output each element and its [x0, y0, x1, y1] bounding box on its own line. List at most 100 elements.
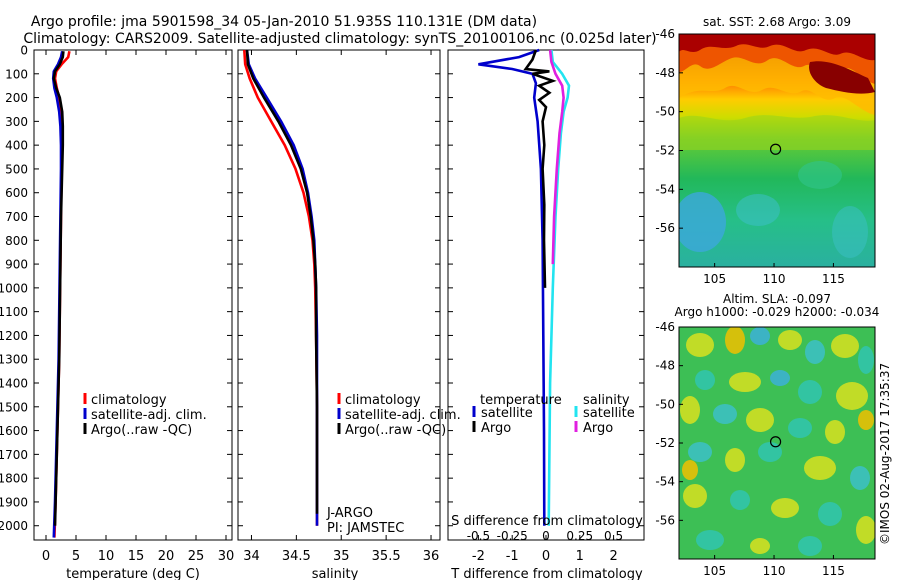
sla-anomaly-patch	[750, 538, 770, 554]
depth-tick-label: 0	[20, 44, 28, 58]
sla-anomaly-patch	[695, 370, 715, 390]
salinity-panel: 34 34.5 35 35.5 36 salinity climatology sate…	[237, 49, 461, 580]
difference-xtick-label: -2	[472, 549, 485, 564]
depth-tick-label: 1800	[0, 472, 28, 486]
sla-map-ytick-label: -56	[655, 513, 675, 527]
sst-map-panel: sat. SST: 2.68 Argo: 3.09 105 110 115 -46 -4…	[655, 15, 876, 286]
sla-anomaly-patch	[788, 418, 812, 438]
difference-top-xtick-label: -0.5	[467, 529, 490, 543]
temperature-legend-argo: Argo(..raw -QC)	[91, 423, 192, 438]
depth-tick-label: 1500	[0, 400, 28, 414]
sst-heatmap	[679, 34, 875, 267]
sla-anomaly-patch	[725, 448, 745, 472]
sst-map-xtick-label: 105	[703, 272, 726, 286]
sla-anomaly-patch	[682, 460, 698, 480]
sla-heatmap	[679, 327, 875, 559]
salinity-xtick-label: 34	[243, 549, 260, 564]
temperature-xtick-label: 20	[158, 549, 175, 564]
sla-anomaly-patch	[858, 346, 874, 374]
sla-map-xtick-label: 110	[763, 564, 786, 578]
sst-map-ytick-label: -50	[655, 105, 675, 119]
sst-cool-patch-3	[832, 206, 868, 258]
sla-anomaly-patch	[683, 484, 707, 508]
depth-tick-label: 1300	[0, 353, 28, 367]
sst-map-ytick-label: -56	[655, 221, 675, 235]
sla-anomaly-patch	[696, 530, 724, 550]
salinity-legend-sat: satellite-adj. clim.	[345, 408, 461, 423]
salinity-xtick-label: 36	[423, 549, 440, 564]
difference-xtick-label: -1	[506, 549, 519, 564]
difference-series-salinity-argo	[548, 49, 565, 265]
sla-field-base	[679, 327, 875, 559]
sla-map-xtick-label: 115	[822, 564, 845, 578]
salinity-series-group	[243, 49, 319, 526]
salinity-axes-frame	[237, 49, 441, 541]
sla-anomaly-patch	[729, 372, 761, 392]
sla-anomaly-patch	[746, 408, 774, 432]
sst-dark-patch	[809, 61, 875, 94]
sla-anomaly-patch	[730, 490, 750, 510]
sst-cool-patch-4	[798, 161, 842, 189]
depth-tick-label: 1700	[0, 448, 28, 462]
difference-series-temperature-argo	[523, 49, 557, 288]
salinity-series-argo-raw-qc-	[245, 49, 319, 514]
depth-tick-label: 300	[5, 115, 28, 129]
sla-map-panel: Altim. SLA: -0.097 Argo h1000: -0.029 h2…	[655, 292, 879, 578]
temperature-xtick-label: 5	[72, 549, 80, 564]
sla-map-ytick-label: -46	[655, 320, 675, 334]
difference-legend-sal-argo: Argo	[583, 421, 613, 436]
difference-top-xtick-label: 0.25	[566, 529, 593, 543]
sla-anomaly-patch	[825, 420, 845, 444]
depth-tick-label: 900	[5, 258, 28, 272]
temperature-xtick-label: 15	[128, 549, 145, 564]
salinity-xtick-label: 34.5	[282, 549, 311, 564]
depth-tick-label: 500	[5, 162, 28, 176]
depth-tick-label: 1900	[0, 495, 28, 509]
sst-cool-patch-1	[679, 192, 726, 252]
sla-anomaly-patch	[858, 410, 874, 430]
figure-subtitle: Climatology: CARS2009. Satellite-adjuste…	[23, 31, 656, 47]
temperature-xtick-label: 30	[218, 549, 235, 564]
difference-top-xtick-label: -0.25	[497, 529, 528, 543]
difference-xtick-label: 2	[609, 549, 617, 564]
sst-map-xtick-label: 115	[822, 272, 845, 286]
depth-tick-label: 400	[5, 139, 28, 153]
depth-tick-label: 2000	[0, 519, 28, 533]
difference-series-salinity-satellite	[547, 49, 571, 526]
sla-anomaly-patch	[850, 466, 870, 490]
sst-map-title: sat. SST: 2.68 Argo: 3.09	[703, 15, 851, 29]
salinity-legend-clim: climatology	[345, 393, 421, 408]
sst-map-ytick-label: -48	[655, 66, 675, 80]
temperature-panel: 0 5 10 15 20 25 300100200300400500600700800900…	[0, 44, 234, 580]
sla-anomaly-patch	[750, 327, 770, 345]
salinity-ticks: 34 34.5 35 35.5 36	[238, 49, 440, 564]
temperature-series-argo-raw-qc-	[52, 51, 65, 526]
depth-tick-label: 1100	[0, 305, 28, 319]
difference-panel: -2 -1 0 1 2 -0.5 -0.25 0 0.25 0.5 S difference fr…	[447, 48, 645, 580]
sla-argo-location-marker	[769, 436, 782, 448]
difference-axes-frame	[447, 49, 645, 541]
salinity-xtick-label: 35	[333, 549, 350, 564]
salinity-xtick-label: 35.5	[372, 549, 401, 564]
difference-xlabel: T difference from climatology	[450, 567, 643, 580]
sla-anomaly-patch	[778, 330, 802, 350]
sst-map-ytick-label: -52	[655, 144, 675, 158]
sla-map-title: Altim. SLA: -0.097	[723, 292, 831, 306]
sla-anomaly-patch	[831, 334, 859, 358]
sla-anomaly-patch	[770, 370, 790, 386]
temperature-legend: climatology satellite-adj. clim. Argo(..…	[83, 393, 207, 438]
sst-map-ticks: 105 110 115 -46 -48 -50 -52 -54 -56	[655, 27, 844, 286]
sla-anomaly-patch	[725, 327, 745, 354]
salinity-annotation-program: J-ARGO	[326, 506, 373, 521]
salinity-legend-argo: Argo(..raw -QC)	[345, 423, 446, 438]
temperature-axes-frame	[33, 49, 233, 541]
sla-anomaly-patch	[856, 516, 875, 544]
difference-top-xtick-label: 0	[542, 529, 550, 543]
difference-xtick-label: 0	[542, 549, 550, 564]
sla-anomaly-patch	[758, 442, 782, 462]
temperature-xtick-label: 25	[188, 549, 205, 564]
difference-ticks: -2 -1 0 1 2 -0.5 -0.25 0 0.25 0.5	[448, 49, 644, 564]
sla-anomaly-patch	[836, 382, 868, 410]
difference-legend: temperature satellite Argo salinity sate…	[472, 393, 635, 436]
temperature-ticks: 0 5 10 15 20 25 300100200300400500600700800900…	[0, 44, 234, 565]
